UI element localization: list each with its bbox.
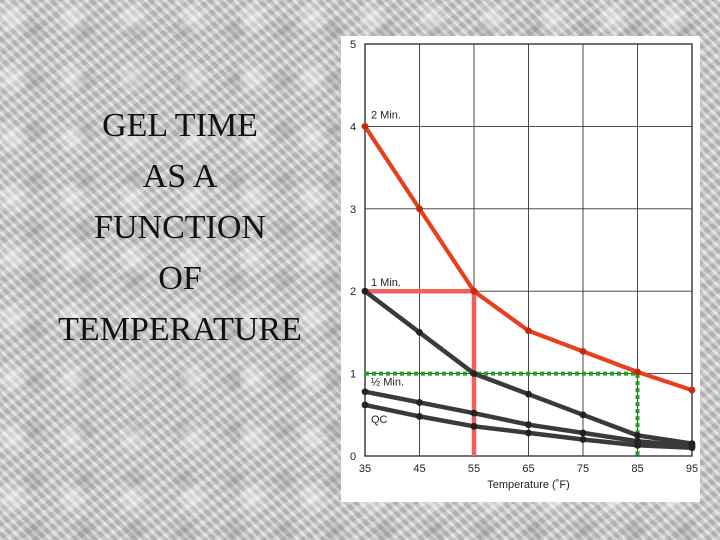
title-line-1: GEL TIME — [102, 107, 258, 144]
data-point — [416, 205, 423, 213]
data-point — [470, 422, 478, 430]
data-point — [634, 437, 641, 445]
grid — [364, 43, 693, 457]
series-labels: 2 Min. 1 Min. ½ Min. QC — [371, 109, 404, 426]
x-tick-label: 75 — [577, 463, 589, 475]
data-point — [525, 327, 532, 335]
data-points — [361, 123, 696, 452]
x-tick-label: 85 — [631, 463, 643, 475]
x-tick-label: 55 — [468, 463, 480, 475]
data-point — [688, 440, 696, 448]
data-point — [579, 436, 587, 443]
x-axis-title: Temperature (˚F) — [487, 479, 570, 491]
series-label-2: ½ Min. — [371, 377, 404, 389]
data-point — [470, 409, 478, 417]
series-label-3: QC — [371, 414, 388, 426]
title-line-4: OF — [158, 260, 202, 297]
data-point — [361, 123, 369, 130]
data-point — [525, 390, 532, 398]
x-tick-label: 95 — [686, 463, 698, 475]
title-line-5: TEMPERATURE — [58, 311, 302, 348]
series-label-1: 1 Min. — [371, 277, 401, 289]
data-point — [579, 411, 587, 419]
slide-title: GEL TIME AS A FUNCTION OF TEMPERATURE — [30, 100, 330, 355]
data-point — [361, 287, 369, 295]
data-point — [688, 386, 696, 394]
x-tick-label: 65 — [522, 463, 534, 475]
data-point — [525, 429, 532, 437]
series-label-0: 2 Min. — [371, 109, 401, 121]
data-point — [416, 399, 423, 406]
data-point — [634, 368, 641, 376]
x-tick-label: 45 — [413, 463, 425, 475]
data-point — [579, 347, 587, 355]
data-point — [470, 287, 478, 295]
data-point — [361, 388, 369, 396]
chart-panel: 35 45 55 65 75 85 95 0 1 2 3 4 5 2 Min. 1 Min. ½ Min. Q… — [341, 36, 700, 502]
data-point — [361, 401, 369, 409]
y-tick-label: 4 — [350, 121, 356, 133]
y-tick-label: 1 — [350, 369, 356, 381]
title-line-3: FUNCTION — [94, 209, 266, 246]
data-point — [416, 413, 423, 420]
x-tick-label: 35 — [359, 463, 371, 475]
y-tick-label: 2 — [350, 286, 356, 298]
title-line-2: AS A — [142, 158, 218, 195]
data-point — [525, 421, 532, 429]
data-point — [579, 429, 587, 437]
data-point — [470, 370, 478, 377]
data-point — [416, 329, 423, 336]
y-tick-label: 3 — [350, 204, 356, 216]
y-tick-label: 0 — [350, 451, 356, 463]
y-tick-label: 5 — [350, 39, 356, 51]
data-point — [634, 432, 641, 439]
